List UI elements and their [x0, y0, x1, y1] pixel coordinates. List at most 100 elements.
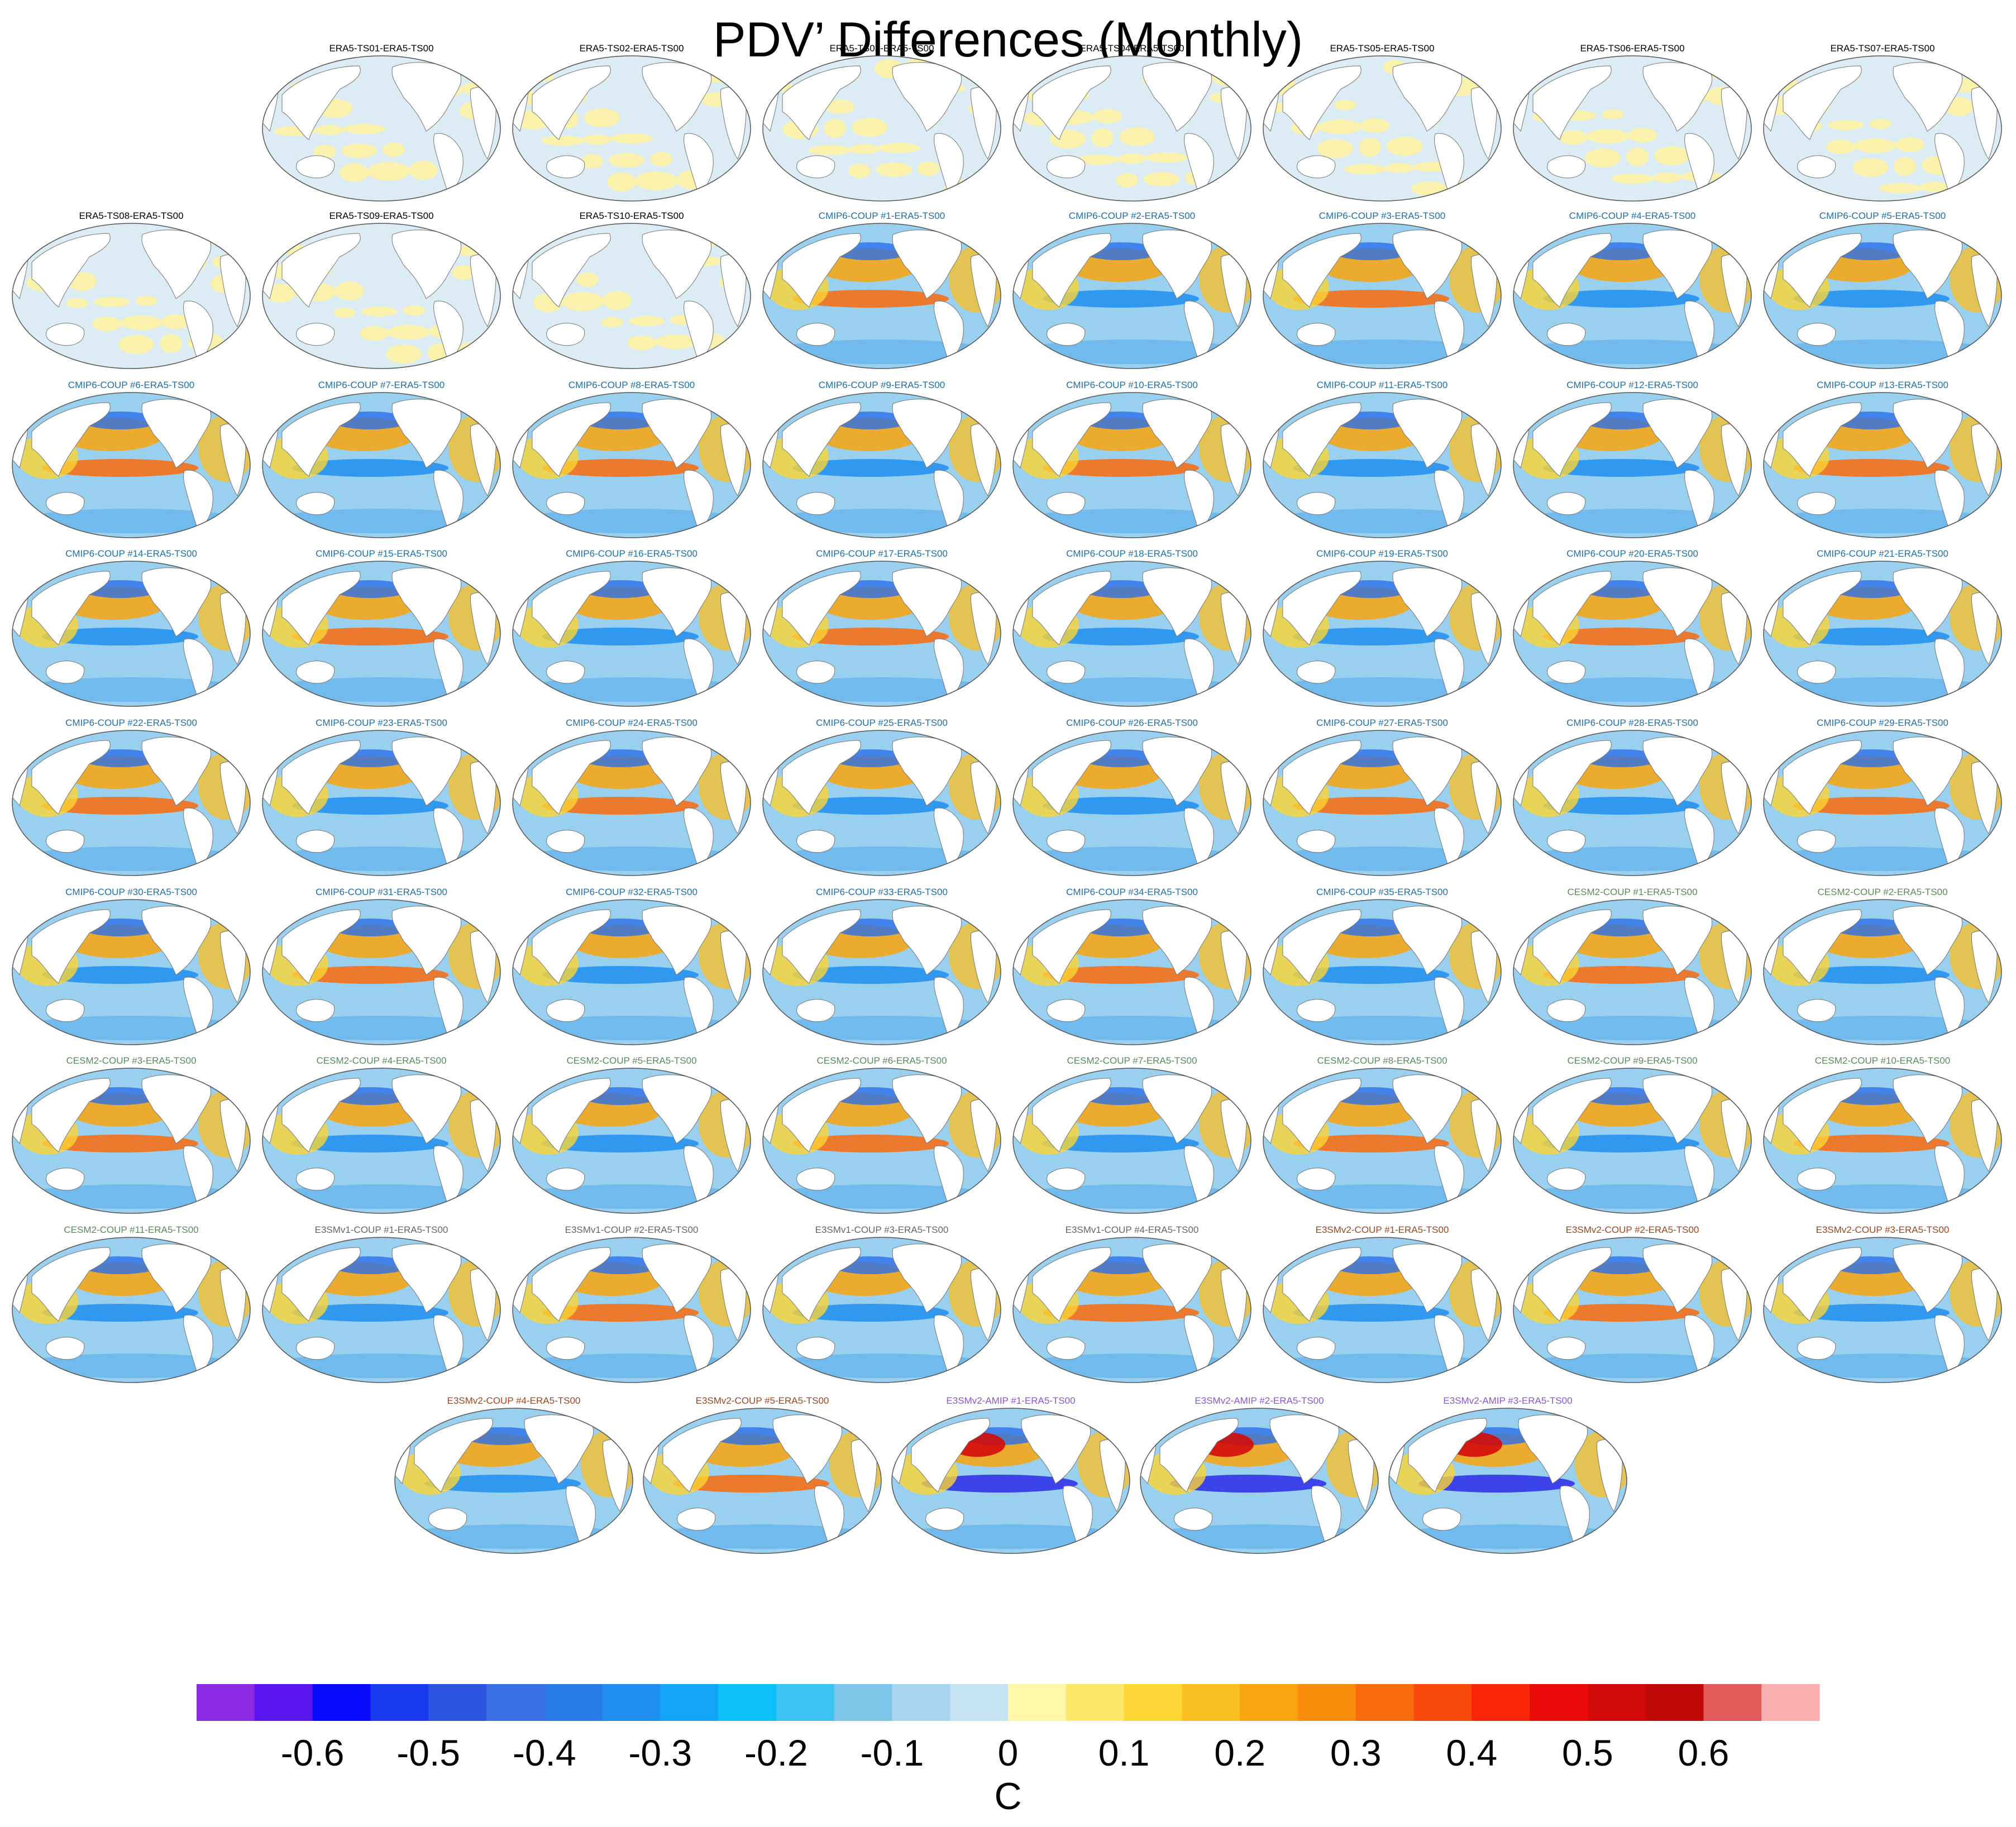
colorbar-swatch	[1066, 1684, 1125, 1721]
land-mask	[1297, 830, 1336, 853]
panel-label: CESM2-COUP #6-ERA5-TS00	[816, 1055, 947, 1066]
difference-blob	[367, 162, 410, 181]
anomaly-tropical	[792, 628, 949, 645]
anomaly-tropical	[42, 1304, 198, 1322]
land-mask	[782, 909, 861, 984]
colorbar-swatch	[1703, 1684, 1762, 1721]
map-border	[262, 1237, 501, 1383]
map-border	[1263, 1237, 1502, 1383]
anomaly-cold	[1270, 677, 1494, 702]
anomaly-cold	[520, 1016, 743, 1040]
land-mask	[1282, 1078, 1361, 1152]
panel-label: ERA5-TS08-ERA5-TS00	[79, 211, 183, 221]
map-border	[1513, 223, 1752, 369]
difference-blob	[1387, 137, 1422, 156]
colorbar-swatch	[834, 1684, 893, 1721]
difference-blob	[1652, 173, 1681, 183]
difference-blob	[1854, 138, 1896, 153]
map-panel: CESM2-COUP #10-ERA5-TS00	[1763, 1055, 2002, 1214]
land-mask	[1547, 830, 1586, 853]
anomaly-cold	[1521, 1016, 1744, 1040]
panel-label: CMIP6-COUP #18-ERA5-TS00	[1066, 548, 1198, 559]
difference-blob	[607, 173, 636, 192]
map-panel: ERA5-TS07-ERA5-TS00	[1763, 43, 2002, 202]
colorbar-swatch	[892, 1684, 950, 1721]
land-mask	[281, 1078, 361, 1152]
difference-blob	[388, 325, 430, 339]
panel-label: CMIP6-COUP #27-ERA5-TS00	[1316, 718, 1448, 728]
map-panel: ERA5-TS06-ERA5-TS00	[1513, 43, 1752, 202]
map-border	[512, 730, 751, 876]
difference-blob	[561, 292, 604, 311]
map-border	[1012, 1068, 1251, 1214]
anomaly-cold	[20, 677, 243, 702]
anomaly-cold	[770, 509, 993, 533]
difference-blob	[513, 229, 546, 248]
difference-blob	[655, 334, 698, 349]
difference-blob	[343, 124, 385, 134]
land-mask	[546, 830, 585, 853]
land-mask	[1797, 830, 1836, 853]
map-border	[262, 392, 501, 538]
land-mask	[782, 402, 861, 477]
difference-blob	[1360, 118, 1389, 133]
map-border	[262, 1068, 501, 1214]
land-mask	[782, 233, 861, 308]
land-mask	[1532, 909, 1612, 984]
colorbar-swatch	[1182, 1684, 1240, 1721]
land-mask	[532, 402, 611, 477]
panel-label: E3SMv2-COUP #2-ERA5-TS00	[1566, 1225, 1699, 1235]
map-border	[512, 899, 751, 1045]
difference-blob	[876, 162, 912, 177]
land-mask	[546, 323, 585, 346]
anomaly-tropical	[542, 966, 699, 984]
colorbar-tick-label: 0.5	[1562, 1732, 1613, 1773]
anomaly-cold	[1020, 1016, 1244, 1040]
land-mask	[414, 1418, 493, 1493]
anomaly-cold	[1270, 339, 1494, 364]
anomaly-cold	[1521, 1353, 1744, 1378]
land-mask	[296, 1337, 335, 1360]
anomaly-tropical	[1043, 1135, 1199, 1152]
anomaly-tropical	[42, 1135, 198, 1152]
land-mask	[1032, 740, 1111, 815]
land-mask	[782, 740, 861, 815]
panel-label: CESM2-COUP #9-ERA5-TS00	[1567, 1055, 1697, 1066]
colorbar-swatch	[1297, 1684, 1356, 1721]
map-border	[512, 561, 751, 707]
difference-blob	[1654, 146, 1690, 165]
land-mask	[1047, 1168, 1086, 1191]
colorbar-tick-label: 0	[998, 1732, 1019, 1773]
land-mask	[925, 1508, 964, 1531]
panel-label: CMIP6-COUP #6-ERA5-TS00	[68, 380, 194, 390]
colorbar-tick-label: -0.5	[396, 1732, 460, 1773]
map-border	[12, 1237, 251, 1383]
map-panel: CMIP6-COUP #22-ERA5-TS00	[12, 718, 251, 876]
map-border	[1763, 392, 2002, 538]
land-mask	[1032, 65, 1111, 140]
difference-blob	[1920, 182, 1949, 192]
anomaly-tropical	[1043, 290, 1199, 308]
colorbar-tick-label: 0.3	[1330, 1732, 1382, 1773]
anomaly-tropical	[1293, 797, 1449, 815]
map-border	[1763, 223, 2002, 369]
map-border	[643, 1408, 882, 1554]
land-mask	[281, 571, 361, 645]
land-mask	[1797, 155, 1836, 179]
map-border	[1012, 223, 1251, 369]
map-border	[762, 899, 1001, 1045]
difference-blob	[610, 133, 653, 144]
anomaly-cold	[402, 1524, 625, 1549]
map-border	[762, 55, 1001, 202]
panel-label: CMIP6-COUP #14-ERA5-TS00	[65, 548, 197, 559]
panel-label: CESM2-COUP #3-ERA5-TS00	[66, 1055, 196, 1066]
map-panel: E3SMv2-COUP #1-ERA5-TS00	[1263, 1225, 1502, 1383]
colorbar-swatch	[197, 1684, 255, 1721]
map-border	[1012, 899, 1251, 1045]
colorbar-swatch	[1008, 1684, 1067, 1721]
anomaly-cold	[770, 1016, 993, 1040]
anomaly-tropical	[42, 966, 198, 984]
land-mask	[46, 661, 85, 684]
anomaly-tropical	[1543, 1304, 1699, 1322]
land-mask	[532, 909, 611, 984]
